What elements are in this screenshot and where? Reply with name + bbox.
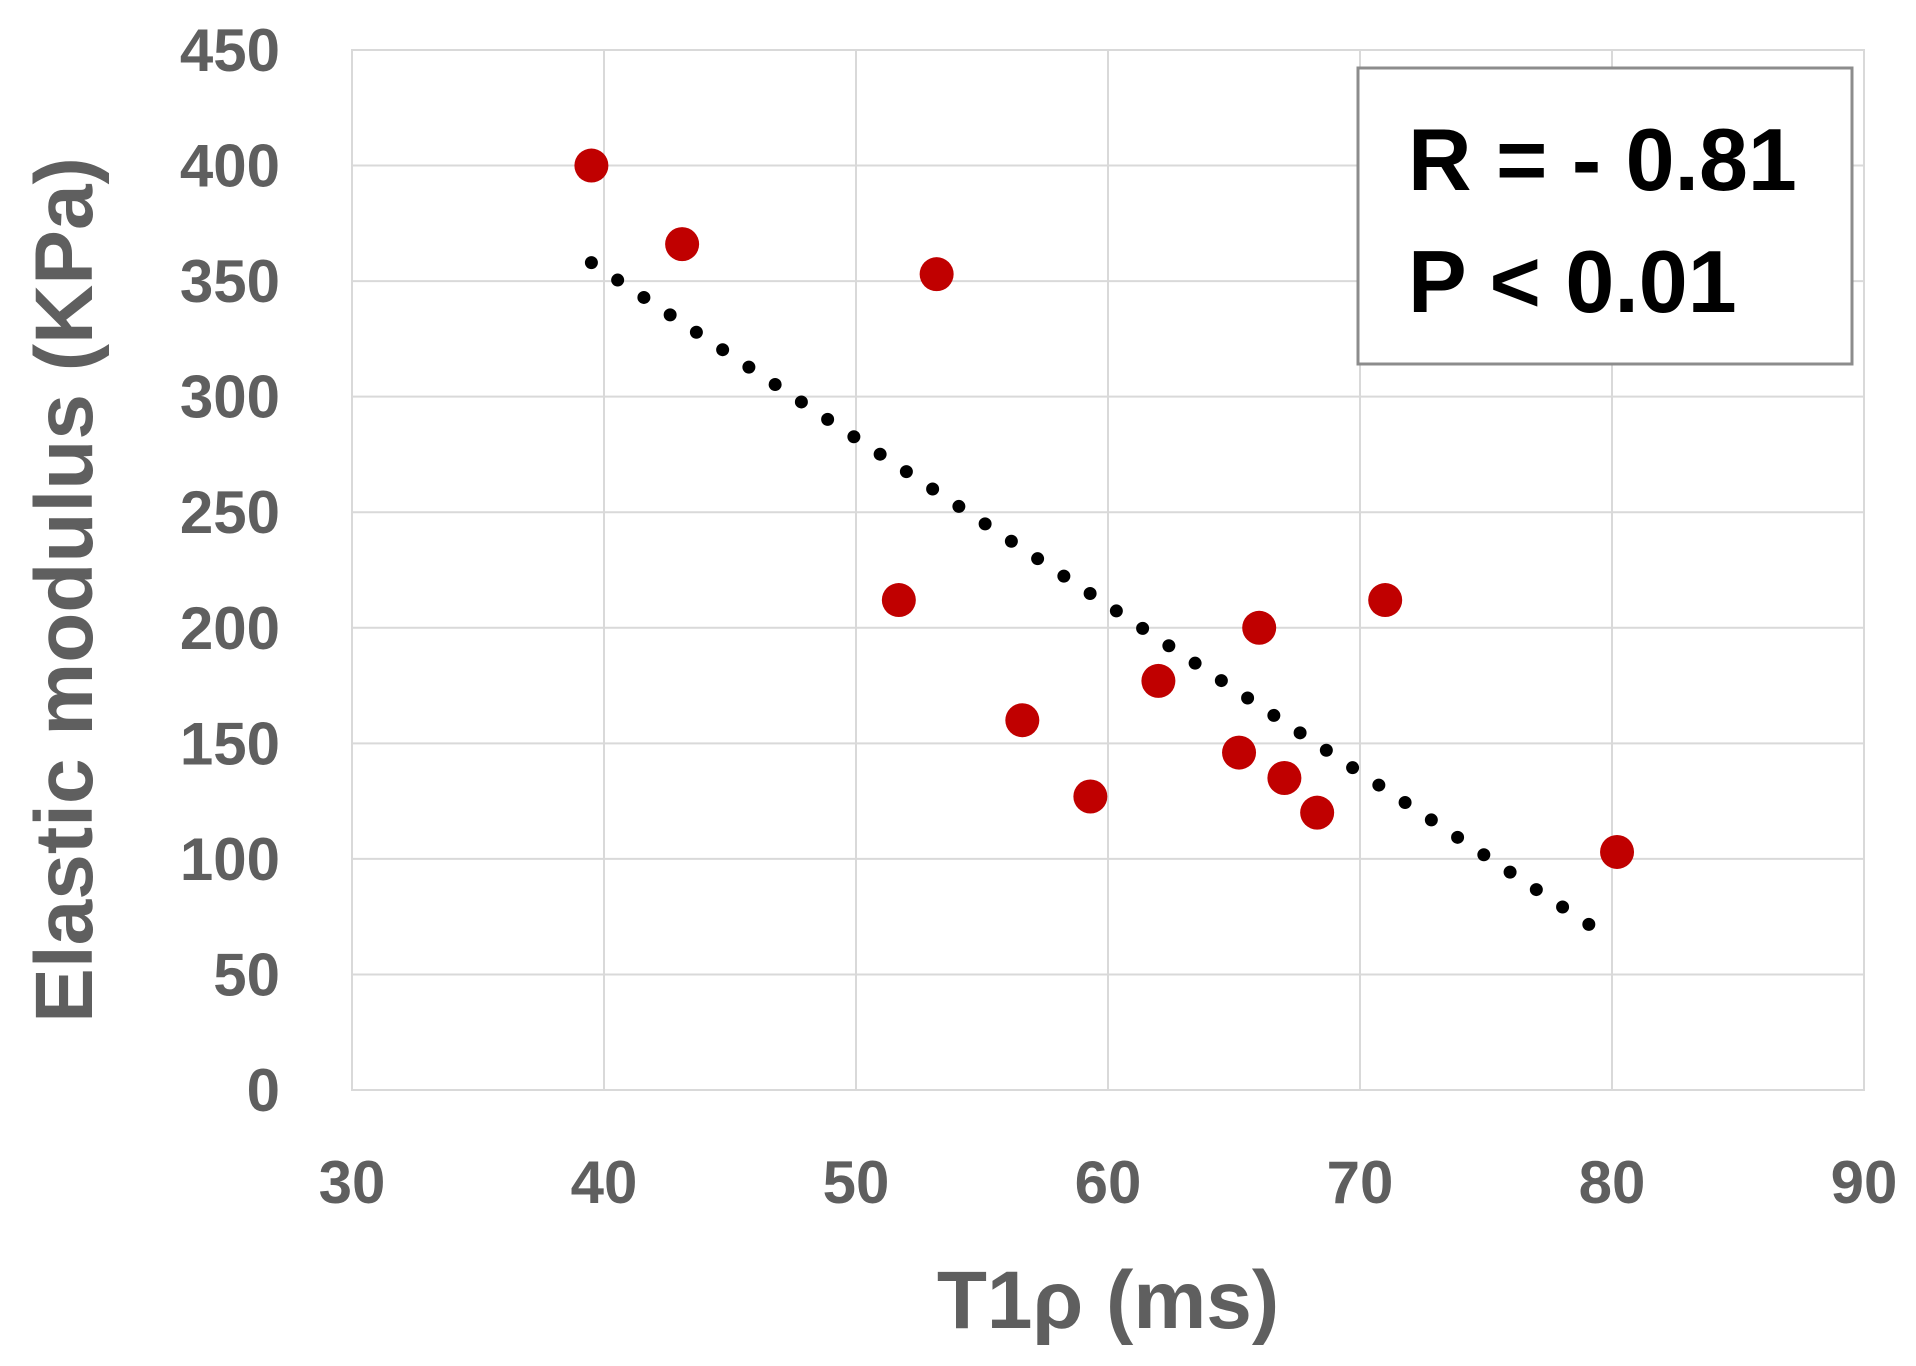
x-tick-label: 30 <box>319 1149 386 1216</box>
x-tick-label: 50 <box>823 1149 890 1216</box>
p-value-text: P < 0.01 <box>1408 232 1737 331</box>
data-point <box>1242 610 1277 645</box>
data-point <box>1005 703 1040 738</box>
data-point <box>1267 761 1302 795</box>
y-tick-labels: 0 50 100 150 200 250 300 350 400 450 <box>180 17 280 1124</box>
y-tick-label: 200 <box>180 595 280 662</box>
y-tick-label: 0 <box>247 1057 280 1124</box>
data-point <box>574 148 609 183</box>
stats-box: R = - 0.81 P < 0.01 <box>1356 66 1854 366</box>
data-point <box>919 257 954 292</box>
x-axis-title: T1ρ (ms) <box>937 1255 1279 1346</box>
stats-box-frame <box>1356 66 1854 366</box>
x-tick-label: 90 <box>1831 1149 1898 1216</box>
x-tick-label: 60 <box>1075 1149 1142 1216</box>
data-point <box>881 583 916 618</box>
correlation-text: R = - 0.81 <box>1408 110 1797 209</box>
data-point <box>1300 795 1335 830</box>
x-tick-label: 80 <box>1579 1149 1646 1216</box>
y-tick-label: 400 <box>180 133 280 200</box>
y-axis-title: Elastic modulus (KPa) <box>19 157 110 1023</box>
x-tick-label: 70 <box>1327 1149 1394 1216</box>
y-tick-label: 350 <box>180 248 280 315</box>
plot-border <box>351 49 1865 1091</box>
y-tick-label: 300 <box>180 364 280 431</box>
data-point <box>1368 583 1403 618</box>
data-point <box>1073 779 1108 814</box>
data-point <box>1141 663 1176 698</box>
y-tick-label: 100 <box>180 826 280 893</box>
data-point <box>1222 735 1257 770</box>
x-tick-labels: 30 40 50 60 70 80 90 <box>319 1149 1898 1216</box>
x-tick-label: 40 <box>571 1149 638 1216</box>
data-point <box>665 227 700 262</box>
y-tick-label: 50 <box>213 941 280 1008</box>
data-point <box>1600 834 1635 869</box>
y-tick-label: 450 <box>180 17 280 84</box>
y-tick-label: 250 <box>180 479 280 546</box>
data-points <box>574 148 1635 869</box>
y-tick-label: 150 <box>180 710 280 777</box>
